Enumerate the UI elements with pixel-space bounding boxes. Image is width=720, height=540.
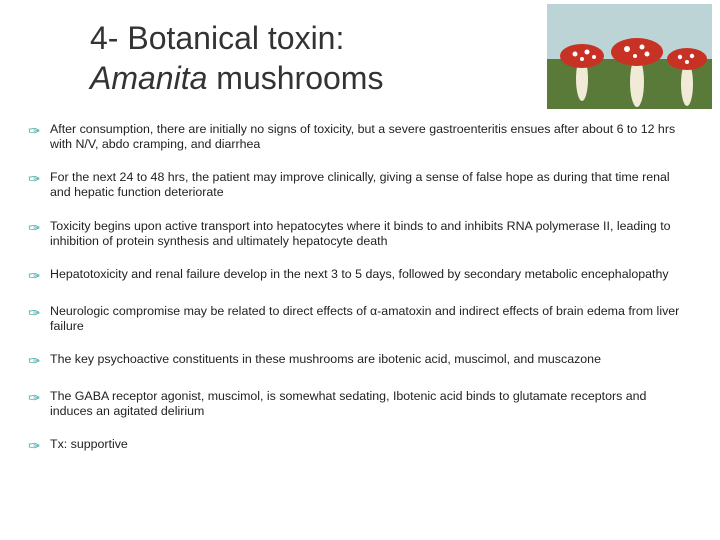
bullet-text: Tx: supportive xyxy=(50,437,128,452)
list-item: ✑ The GABA receptor agonist, muscimol, i… xyxy=(28,389,692,419)
bullet-icon: ✑ xyxy=(28,268,50,286)
bullet-text: The GABA receptor agonist, muscimol, is … xyxy=(50,389,692,419)
bullet-text: Hepatotoxicity and renal failure develop… xyxy=(50,267,669,282)
bullet-icon: ✑ xyxy=(28,438,50,456)
bullet-icon: ✑ xyxy=(28,390,50,408)
bullet-icon: ✑ xyxy=(28,123,50,141)
bullet-text: After consumption, there are initially n… xyxy=(50,122,692,152)
list-item: ✑ For the next 24 to 48 hrs, the patient… xyxy=(28,170,692,200)
bullet-text: Neurologic compromise may be related to … xyxy=(50,304,692,334)
bullet-icon: ✑ xyxy=(28,171,50,189)
bullet-icon: ✑ xyxy=(28,220,50,238)
list-item: ✑ Neurologic compromise may be related t… xyxy=(28,304,692,334)
list-item: ✑ Tx: supportive xyxy=(28,437,692,456)
list-item: ✑ Toxicity begins upon active transport … xyxy=(28,219,692,249)
bullet-text: For the next 24 to 48 hrs, the patient m… xyxy=(50,170,692,200)
list-item: ✑ Hepatotoxicity and renal failure devel… xyxy=(28,267,692,286)
list-item: ✑ After consumption, there are initially… xyxy=(28,122,692,152)
title-italic: Amanita xyxy=(90,60,207,96)
bullet-icon: ✑ xyxy=(28,305,50,323)
bullet-text: Toxicity begins upon active transport in… xyxy=(50,219,692,249)
mushroom-image xyxy=(547,4,712,109)
bullet-icon: ✑ xyxy=(28,353,50,371)
title-prefix: 4- Botanical toxin: xyxy=(90,20,344,56)
bullet-list: ✑ After consumption, there are initially… xyxy=(0,108,720,456)
title-area: 4- Botanical toxin: Amanita mushrooms xyxy=(0,0,720,108)
bullet-text: The key psychoactive constituents in the… xyxy=(50,352,601,367)
list-item: ✑ The key psychoactive constituents in t… xyxy=(28,352,692,371)
title-suffix: mushrooms xyxy=(207,60,383,96)
